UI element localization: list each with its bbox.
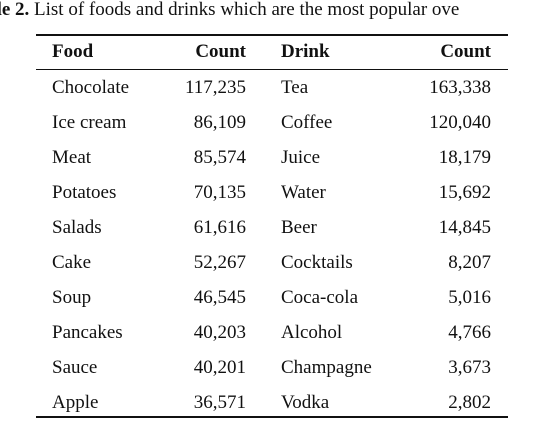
food-name-cell: Meat <box>52 147 92 168</box>
drink-count-cell: 8,207 <box>448 252 491 273</box>
drink-name-cell: Coca-cola <box>281 287 359 308</box>
food-count-cell: 85,574 <box>193 147 246 168</box>
header-food: Food <box>52 41 94 62</box>
table-row: Cake 52,267 Cocktails 8,207 <box>0 251 544 286</box>
drink-count-cell: 2,802 <box>448 392 491 413</box>
food-count-cell: 46,545 <box>193 287 246 308</box>
table-row: Apple 36,571 Vodka 2,802 <box>0 391 544 426</box>
header-food-count: Count <box>195 41 246 62</box>
drink-count-cell: 4,766 <box>448 322 491 343</box>
drink-count-cell: 120,040 <box>429 112 491 133</box>
drink-count-cell: 14,845 <box>438 217 491 238</box>
table-caption-label: ble 2. <box>0 0 30 20</box>
drink-count-cell: 15,692 <box>438 182 491 203</box>
table-row: Chocolate 117,235 Tea 163,338 <box>0 76 544 111</box>
food-name-cell: Potatoes <box>52 182 117 203</box>
food-count-cell: 70,135 <box>193 182 246 203</box>
table-row: Meat 85,574 Juice 18,179 <box>0 146 544 181</box>
drink-count-cell: 18,179 <box>438 147 491 168</box>
drink-name-cell: Cocktails <box>281 252 353 273</box>
table-top-rule <box>36 34 508 36</box>
food-count-cell: 40,201 <box>193 357 246 378</box>
drink-name-cell: Tea <box>281 77 309 98</box>
food-count-cell: 52,267 <box>193 252 246 273</box>
food-name-cell: Cake <box>52 252 92 273</box>
food-count-cell: 61,616 <box>193 217 246 238</box>
header-drink-count: Count <box>440 41 491 62</box>
drink-name-cell: Water <box>281 182 326 203</box>
table-caption-text: List of foods and drinks which are the m… <box>34 0 460 20</box>
drink-name-cell: Juice <box>281 147 321 168</box>
drink-name-cell: Coffee <box>281 112 333 133</box>
drink-count-cell: 3,673 <box>448 357 491 378</box>
food-name-cell: Salads <box>52 217 102 238</box>
table-row: Ice cream 86,109 Coffee 120,040 <box>0 111 544 146</box>
drink-name-cell: Alcohol <box>281 322 343 343</box>
food-count-cell: 86,109 <box>193 112 246 133</box>
drink-count-cell: 5,016 <box>448 287 491 308</box>
drink-name-cell: Beer <box>281 217 317 238</box>
food-name-cell: Chocolate <box>52 77 130 98</box>
table-row: Potatoes 70,135 Water 15,692 <box>0 181 544 216</box>
food-name-cell: Ice cream <box>52 112 127 133</box>
table-row: Salads 61,616 Beer 14,845 <box>0 216 544 251</box>
header-drink: Drink <box>281 41 330 62</box>
food-name-cell: Soup <box>52 287 92 308</box>
table-row: Pancakes 40,203 Alcohol 4,766 <box>0 321 544 356</box>
table-caption: ble 2. List of foods and drinks which ar… <box>0 0 459 22</box>
food-name-cell: Sauce <box>52 357 98 378</box>
table-bottom-rule <box>36 416 508 418</box>
drink-name-cell: Vodka <box>281 392 330 413</box>
drink-name-cell: Champagne <box>281 357 372 378</box>
food-count-cell: 117,235 <box>184 77 246 98</box>
table-header-rule <box>36 69 508 70</box>
food-name-cell: Pancakes <box>52 322 123 343</box>
table-row: Soup 46,545 Coca-cola 5,016 <box>0 286 544 321</box>
food-count-cell: 40,203 <box>193 322 246 343</box>
food-name-cell: Apple <box>52 392 99 413</box>
drink-count-cell: 163,338 <box>429 77 491 98</box>
food-count-cell: 36,571 <box>193 392 246 413</box>
table-row: Sauce 40,201 Champagne 3,673 <box>0 356 544 391</box>
